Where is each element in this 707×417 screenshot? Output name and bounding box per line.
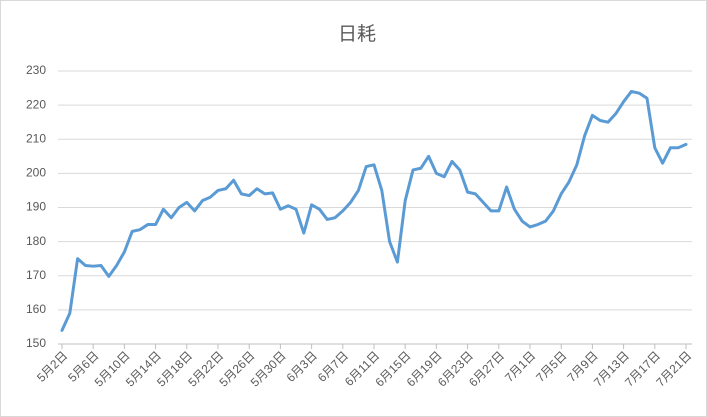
- y-tick-label: 170: [26, 268, 46, 282]
- y-tick-label: 180: [26, 234, 46, 248]
- y-tick-label: 200: [26, 166, 46, 180]
- y-tick-label: 210: [26, 131, 46, 145]
- y-tick-label: 220: [26, 97, 46, 111]
- y-tick-label: 190: [26, 200, 46, 214]
- y-tick-label: 160: [26, 302, 46, 316]
- y-tick-label: 150: [26, 336, 46, 350]
- y-tick-label: 230: [26, 63, 46, 77]
- chart-title: 日耗: [338, 23, 376, 45]
- data-line: [60, 89, 688, 332]
